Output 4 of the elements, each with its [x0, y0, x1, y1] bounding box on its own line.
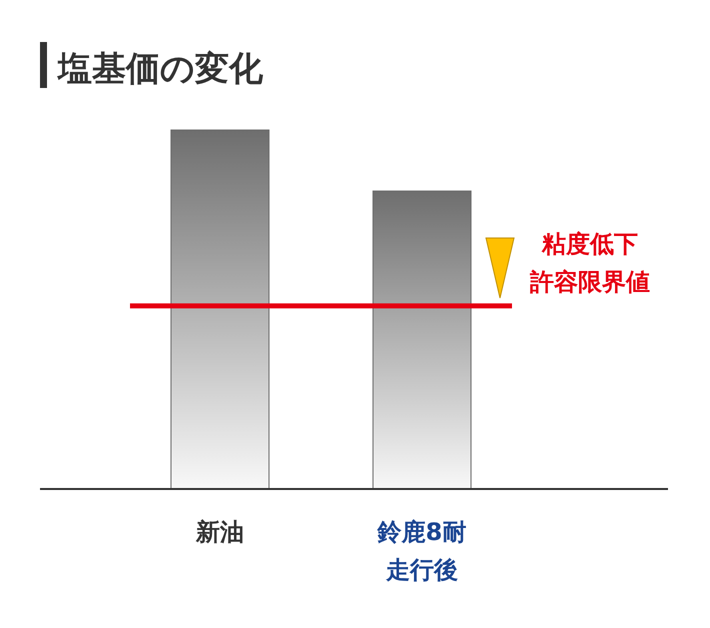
- ref-line-label: 粘度低下許容限界値: [529, 230, 650, 296]
- chart-title: 塩基価の変化: [56, 49, 264, 89]
- x-tick-label: 新油: [195, 518, 244, 546]
- x-tick-label: 鈴鹿8耐走行後: [376, 518, 466, 584]
